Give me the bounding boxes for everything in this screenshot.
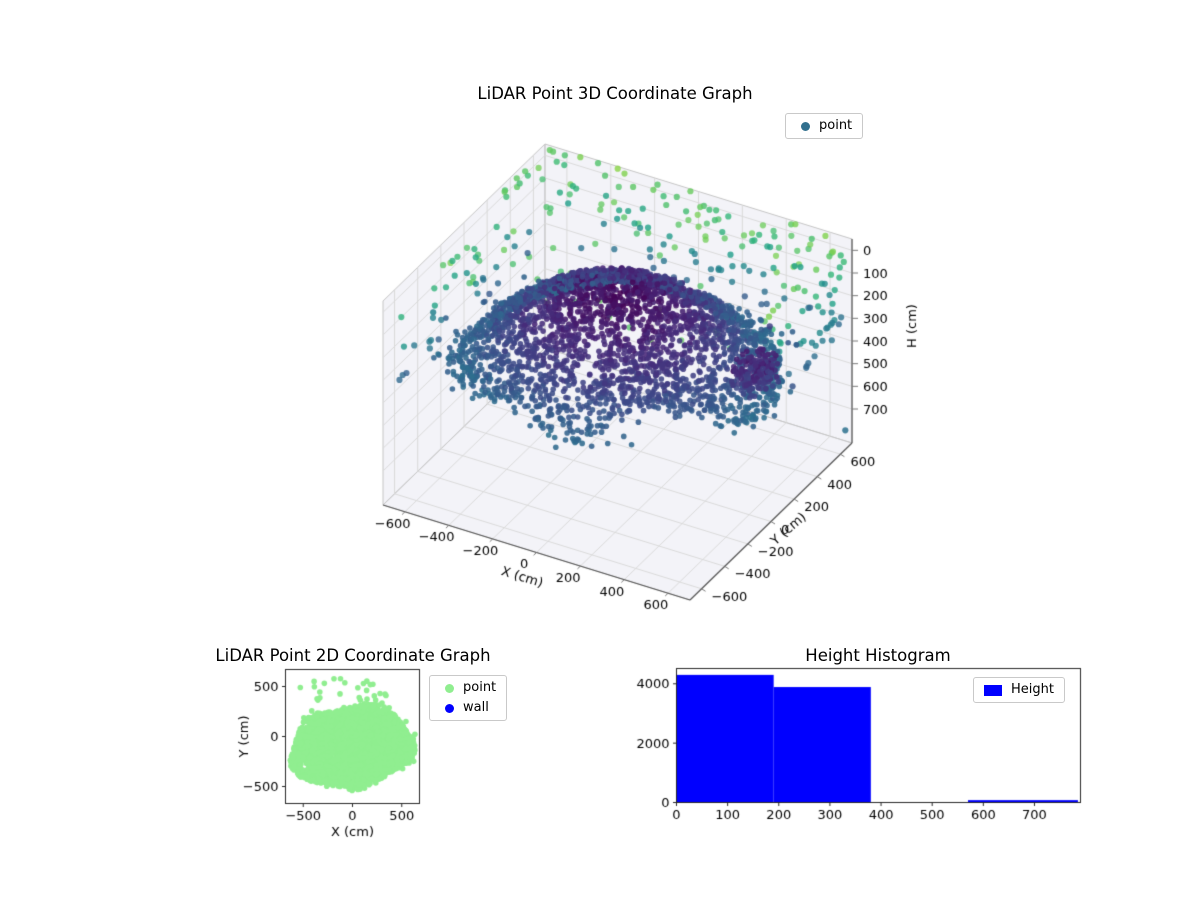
legend-entry-point-3d: point [796, 118, 852, 134]
histogram-bar-swatch-icon [984, 684, 1002, 696]
legend-label-height: Height [1011, 682, 1054, 697]
legend-entry-point-2d: point [440, 680, 496, 696]
legend-entry-wall-2d: wall [440, 700, 496, 716]
plot2d-title: LiDAR Point 2D Coordinate Graph [215, 646, 491, 665]
scatter-point-marker-icon [445, 683, 454, 693]
legend-entry-height: Height [984, 682, 1054, 698]
scatter-wall-marker-icon [445, 703, 454, 713]
legend-label-wall-2d: wall [463, 700, 489, 715]
plot3d-legend: point [785, 113, 864, 139]
histogram-legend: Height [973, 677, 1065, 703]
plot2d-legend: point wall [429, 675, 508, 721]
histogram-title: Height Histogram [805, 646, 951, 665]
scatter-point-marker-icon [801, 121, 810, 131]
legend-label-point-2d: point [463, 680, 497, 695]
legend-label-point-3d: point [819, 118, 853, 133]
plot3d-title: LiDAR Point 3D Coordinate Graph [477, 84, 753, 103]
